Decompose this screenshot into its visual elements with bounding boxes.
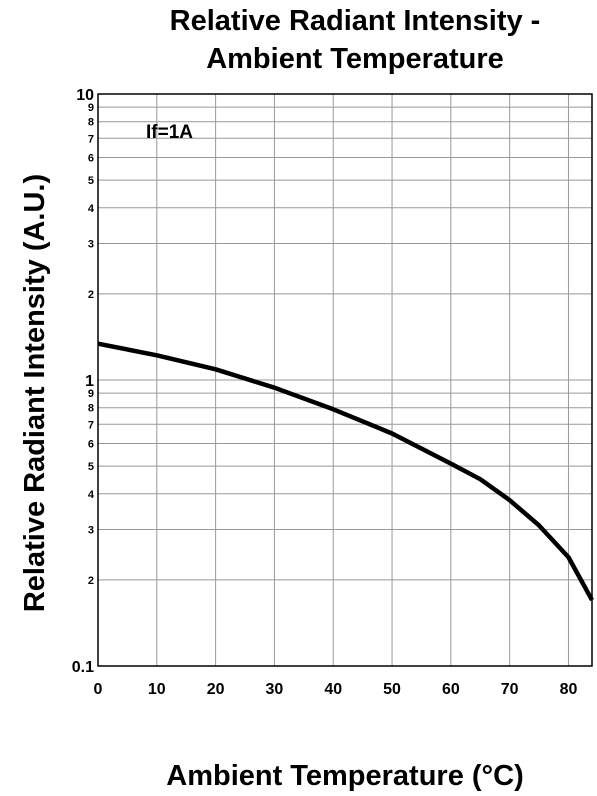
x-axis-label: Ambient Temperature (°C) [166,760,524,792]
y-tick-label-minor: 2 [88,575,94,587]
chart-title-line-2: Ambient Temperature [206,43,504,75]
y-tick-label-minor: 7 [88,419,94,431]
y-tick-label-major: 0.1 [72,659,94,676]
y-tick-label-minor: 9 [88,102,94,114]
y-tick-label-minor: 6 [88,152,94,164]
x-tick-label: 60 [442,681,460,698]
chart-title-line-1: Relative Radiant Intensity - [170,5,541,37]
x-tick-label: 70 [501,681,519,698]
y-tick-label-minor: 2 [88,289,94,301]
y-tick-label-minor: 3 [88,239,94,251]
grid [97,93,592,667]
y-tick-label-minor: 6 [88,438,94,450]
y-tick-label-minor: 8 [88,403,94,415]
y-tick-label-minor: 4 [88,203,95,215]
x-tick-label: 10 [148,681,166,698]
series-line [97,341,594,602]
x-tick-label: 30 [266,681,284,698]
y-tick-label-minor: 5 [88,461,94,473]
x-tick-label: 20 [207,681,225,698]
plot-frame [97,93,593,667]
y-axis-label: Relative Radiant Intensity (A.U.) [19,174,51,612]
y-tick-label-minor: 7 [88,133,94,145]
x-tick-label: 0 [94,681,103,698]
y-tick-label-minor: 5 [88,175,94,187]
y-tick-label-minor: 9 [88,388,94,400]
axes: 0 10 20 30 40 50 60 70 80 0.1 1 10 2 3 4 5 6 7 8 9 2 3 4 5 6 7 8 9 [72,87,593,698]
y-tick-label-major: 10 [76,87,94,104]
y-tick-label-minor: 8 [88,117,94,129]
y-tick-label-minor: 4 [88,489,95,501]
x-tick-label: 50 [383,681,401,698]
annotation-label: If=1A [146,122,193,143]
y-tick-label-minor: 3 [88,525,94,537]
plot-area [97,341,594,602]
x-tick-label: 80 [560,681,578,698]
x-tick-label: 40 [324,681,342,698]
y-tick-label-major: 1 [85,373,94,390]
